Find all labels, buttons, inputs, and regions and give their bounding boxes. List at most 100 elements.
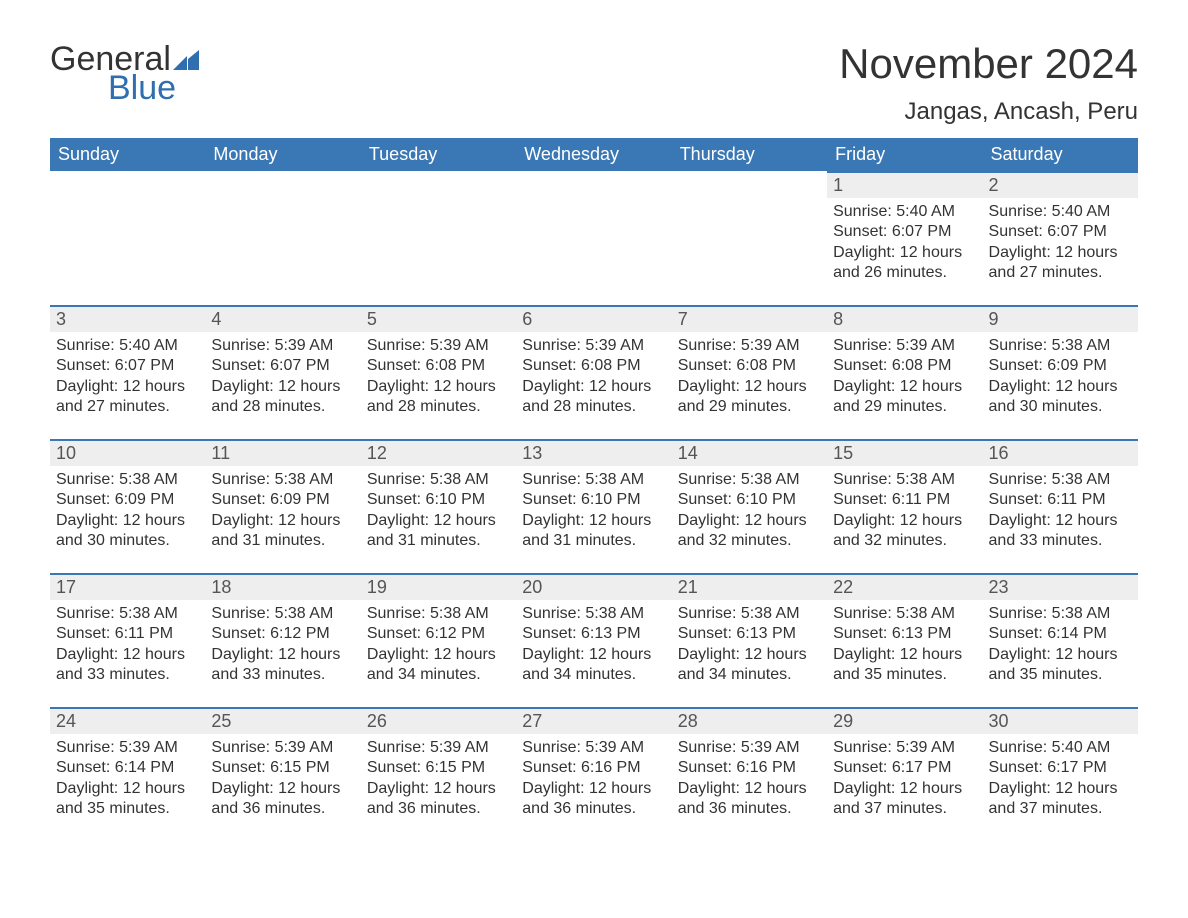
sunrise-line: Sunrise: 5:38 AM (367, 604, 510, 624)
sunrise-line: Sunrise: 5:40 AM (989, 738, 1132, 758)
location: Jangas, Ancash, Peru (839, 98, 1138, 126)
daylight-line: Daylight: 12 hours and 36 minutes. (211, 779, 354, 820)
sunset-line: Sunset: 6:08 PM (678, 356, 821, 376)
sunrise-line: Sunrise: 5:38 AM (211, 470, 354, 490)
calendar-header-row: SundayMondayTuesdayWednesdayThursdayFrid… (50, 138, 1138, 171)
sunset-line: Sunset: 6:10 PM (678, 490, 821, 510)
daylight-line: Daylight: 12 hours and 34 minutes. (522, 645, 665, 686)
sunrise-line: Sunrise: 5:40 AM (833, 202, 976, 222)
sunrise-line: Sunrise: 5:40 AM (56, 336, 199, 356)
day-number: 29 (827, 709, 982, 734)
sunset-line: Sunset: 6:15 PM (367, 758, 510, 778)
daylight-line: Daylight: 12 hours and 30 minutes. (989, 377, 1132, 418)
day-details: Sunrise: 5:39 AMSunset: 6:15 PMDaylight:… (205, 734, 360, 822)
day-number: 2 (983, 173, 1138, 198)
sunset-line: Sunset: 6:13 PM (678, 624, 821, 644)
sunset-line: Sunset: 6:09 PM (56, 490, 199, 510)
sunrise-line: Sunrise: 5:38 AM (56, 604, 199, 624)
day-details: Sunrise: 5:38 AMSunset: 6:11 PMDaylight:… (50, 600, 205, 688)
calendar-cell: 19Sunrise: 5:38 AMSunset: 6:12 PMDayligh… (361, 573, 516, 707)
sunrise-line: Sunrise: 5:39 AM (56, 738, 199, 758)
day-details: Sunrise: 5:38 AMSunset: 6:13 PMDaylight:… (827, 600, 982, 688)
calendar-cell: 24Sunrise: 5:39 AMSunset: 6:14 PMDayligh… (50, 707, 205, 841)
day-details: Sunrise: 5:40 AMSunset: 6:07 PMDaylight:… (983, 198, 1138, 286)
day-number: 8 (827, 307, 982, 332)
calendar-week: 17Sunrise: 5:38 AMSunset: 6:11 PMDayligh… (50, 573, 1138, 707)
calendar-week: 3Sunrise: 5:40 AMSunset: 6:07 PMDaylight… (50, 305, 1138, 439)
calendar-cell: 29Sunrise: 5:39 AMSunset: 6:17 PMDayligh… (827, 707, 982, 841)
day-number: 20 (516, 575, 671, 600)
weekday-header: Sunday (50, 138, 205, 171)
daylight-line: Daylight: 12 hours and 32 minutes. (833, 511, 976, 552)
day-details: Sunrise: 5:38 AMSunset: 6:10 PMDaylight:… (516, 466, 671, 554)
day-details: Sunrise: 5:39 AMSunset: 6:15 PMDaylight:… (361, 734, 516, 822)
sunset-line: Sunset: 6:10 PM (522, 490, 665, 510)
sunset-line: Sunset: 6:14 PM (56, 758, 199, 778)
day-number: 28 (672, 709, 827, 734)
daylight-line: Daylight: 12 hours and 31 minutes. (211, 511, 354, 552)
sunrise-line: Sunrise: 5:39 AM (833, 738, 976, 758)
calendar-cell: 25Sunrise: 5:39 AMSunset: 6:15 PMDayligh… (205, 707, 360, 841)
day-number: 17 (50, 575, 205, 600)
day-number: 18 (205, 575, 360, 600)
calendar-cell: 16Sunrise: 5:38 AMSunset: 6:11 PMDayligh… (983, 439, 1138, 573)
calendar-cell: 3Sunrise: 5:40 AMSunset: 6:07 PMDaylight… (50, 305, 205, 439)
sunset-line: Sunset: 6:09 PM (989, 356, 1132, 376)
daylight-line: Daylight: 12 hours and 32 minutes. (678, 511, 821, 552)
calendar-week: 24Sunrise: 5:39 AMSunset: 6:14 PMDayligh… (50, 707, 1138, 841)
sunrise-line: Sunrise: 5:39 AM (522, 336, 665, 356)
day-details: Sunrise: 5:39 AMSunset: 6:08 PMDaylight:… (361, 332, 516, 420)
day-details: Sunrise: 5:40 AMSunset: 6:17 PMDaylight:… (983, 734, 1138, 822)
day-number: 26 (361, 709, 516, 734)
sunset-line: Sunset: 6:17 PM (833, 758, 976, 778)
sunset-line: Sunset: 6:17 PM (989, 758, 1132, 778)
day-number: 24 (50, 709, 205, 734)
day-number: 16 (983, 441, 1138, 466)
day-details: Sunrise: 5:38 AMSunset: 6:12 PMDaylight:… (361, 600, 516, 688)
sunrise-line: Sunrise: 5:38 AM (522, 604, 665, 624)
daylight-line: Daylight: 12 hours and 28 minutes. (367, 377, 510, 418)
sunset-line: Sunset: 6:07 PM (989, 222, 1132, 242)
day-number: 12 (361, 441, 516, 466)
logo: General Blue (50, 40, 199, 108)
day-details: Sunrise: 5:38 AMSunset: 6:13 PMDaylight:… (516, 600, 671, 688)
weekday-header: Friday (827, 138, 982, 171)
sunset-line: Sunset: 6:10 PM (367, 490, 510, 510)
day-number: 21 (672, 575, 827, 600)
calendar-table: SundayMondayTuesdayWednesdayThursdayFrid… (50, 138, 1138, 841)
sunset-line: Sunset: 6:11 PM (989, 490, 1132, 510)
calendar-cell (672, 171, 827, 305)
sunrise-line: Sunrise: 5:38 AM (833, 604, 976, 624)
calendar-cell: 28Sunrise: 5:39 AMSunset: 6:16 PMDayligh… (672, 707, 827, 841)
day-number: 14 (672, 441, 827, 466)
daylight-line: Daylight: 12 hours and 33 minutes. (211, 645, 354, 686)
sunset-line: Sunset: 6:11 PM (833, 490, 976, 510)
calendar-cell (50, 171, 205, 305)
day-details: Sunrise: 5:39 AMSunset: 6:17 PMDaylight:… (827, 734, 982, 822)
sunset-line: Sunset: 6:13 PM (833, 624, 976, 644)
calendar-cell: 11Sunrise: 5:38 AMSunset: 6:09 PMDayligh… (205, 439, 360, 573)
calendar-cell: 22Sunrise: 5:38 AMSunset: 6:13 PMDayligh… (827, 573, 982, 707)
sunset-line: Sunset: 6:13 PM (522, 624, 665, 644)
sunset-line: Sunset: 6:09 PM (211, 490, 354, 510)
calendar-cell: 23Sunrise: 5:38 AMSunset: 6:14 PMDayligh… (983, 573, 1138, 707)
calendar-cell: 10Sunrise: 5:38 AMSunset: 6:09 PMDayligh… (50, 439, 205, 573)
sunset-line: Sunset: 6:16 PM (522, 758, 665, 778)
day-number: 6 (516, 307, 671, 332)
day-number: 10 (50, 441, 205, 466)
day-details: Sunrise: 5:39 AMSunset: 6:07 PMDaylight:… (205, 332, 360, 420)
day-number: 3 (50, 307, 205, 332)
daylight-line: Daylight: 12 hours and 33 minutes. (989, 511, 1132, 552)
sunrise-line: Sunrise: 5:39 AM (367, 738, 510, 758)
day-number: 30 (983, 709, 1138, 734)
sunrise-line: Sunrise: 5:39 AM (522, 738, 665, 758)
daylight-line: Daylight: 12 hours and 33 minutes. (56, 645, 199, 686)
sunrise-line: Sunrise: 5:38 AM (56, 470, 199, 490)
sunset-line: Sunset: 6:12 PM (211, 624, 354, 644)
daylight-line: Daylight: 12 hours and 34 minutes. (678, 645, 821, 686)
sunset-line: Sunset: 6:14 PM (989, 624, 1132, 644)
calendar-cell: 21Sunrise: 5:38 AMSunset: 6:13 PMDayligh… (672, 573, 827, 707)
sunrise-line: Sunrise: 5:38 AM (522, 470, 665, 490)
sunset-line: Sunset: 6:07 PM (833, 222, 976, 242)
day-details: Sunrise: 5:39 AMSunset: 6:16 PMDaylight:… (516, 734, 671, 822)
